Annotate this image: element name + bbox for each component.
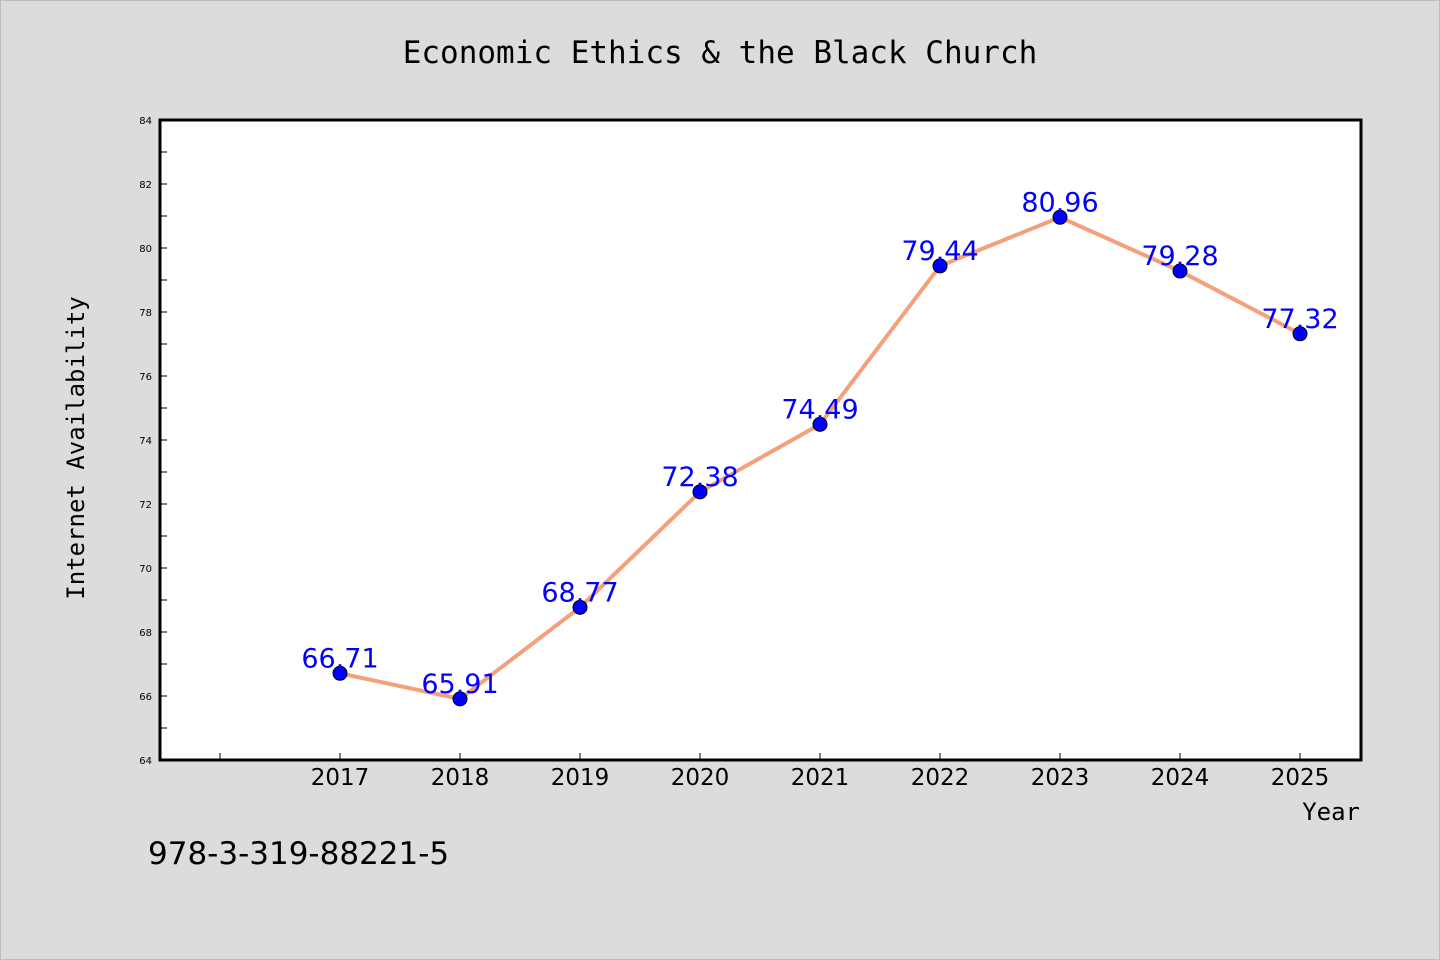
x-tick-label: 2025 bbox=[1271, 765, 1330, 791]
y-tick-label: 64 bbox=[139, 756, 152, 767]
x-tick-label: 2018 bbox=[431, 765, 490, 791]
x-axis-label: Year bbox=[1302, 798, 1360, 826]
data-point bbox=[1292, 326, 1308, 342]
series-layer: 66.71 65.91 68.77 72.38 74.49 79.44 80.96 79.28… bbox=[301, 187, 1339, 707]
y-tick-label: 72 bbox=[139, 500, 152, 511]
y-axis-label: Internet Availability bbox=[62, 296, 90, 599]
y-tick-label: 76 bbox=[139, 372, 152, 383]
data-label: 77.32 bbox=[1261, 304, 1338, 335]
x-tick-label: 2017 bbox=[311, 765, 370, 791]
x-tick-label: 2019 bbox=[551, 765, 610, 791]
y-tick-label: 66 bbox=[139, 692, 152, 703]
data-label: 79.28 bbox=[1141, 241, 1218, 272]
y-tick-label: 78 bbox=[139, 308, 152, 319]
data-label: 72.38 bbox=[661, 462, 738, 493]
data-label: 65.91 bbox=[421, 669, 498, 700]
x-tick-label: 2024 bbox=[1151, 765, 1210, 791]
data-label: 66.71 bbox=[301, 643, 378, 674]
data-label: 80.96 bbox=[1021, 187, 1098, 218]
data-label: 68.77 bbox=[541, 577, 618, 608]
data-point bbox=[1052, 209, 1068, 225]
data-point bbox=[332, 665, 348, 681]
data-point bbox=[452, 691, 468, 707]
data-point bbox=[692, 484, 708, 500]
x-axis: 2017 2018 2019 2020 2021 2022 2023 2024 2025 bbox=[219, 753, 1330, 791]
y-tick-label: 74 bbox=[139, 436, 152, 447]
data-point bbox=[1172, 263, 1188, 279]
x-tick-label: 2021 bbox=[791, 765, 850, 791]
data-point bbox=[932, 258, 948, 274]
y-tick-label: 68 bbox=[139, 628, 152, 639]
chart-title: Economic Ethics & the Black Church bbox=[403, 35, 1038, 71]
plot-frame bbox=[158, 118, 1363, 762]
y-tick-label: 84 bbox=[139, 116, 152, 127]
x-tick-label: 2020 bbox=[671, 765, 730, 791]
footnote-isbn: 978-3-319-88221-5 bbox=[148, 836, 449, 872]
y-tick-label: 82 bbox=[139, 180, 152, 191]
data-label: 74.49 bbox=[781, 394, 858, 425]
data-label: 79.44 bbox=[901, 236, 978, 267]
y-tick-label: 70 bbox=[139, 564, 152, 575]
plot-area bbox=[160, 120, 1361, 760]
x-tick-label: 2023 bbox=[1031, 765, 1090, 791]
y-tick-label: 80 bbox=[139, 244, 152, 255]
data-point bbox=[572, 599, 588, 615]
x-tick-label: 2022 bbox=[911, 765, 970, 791]
data-point bbox=[812, 416, 828, 432]
